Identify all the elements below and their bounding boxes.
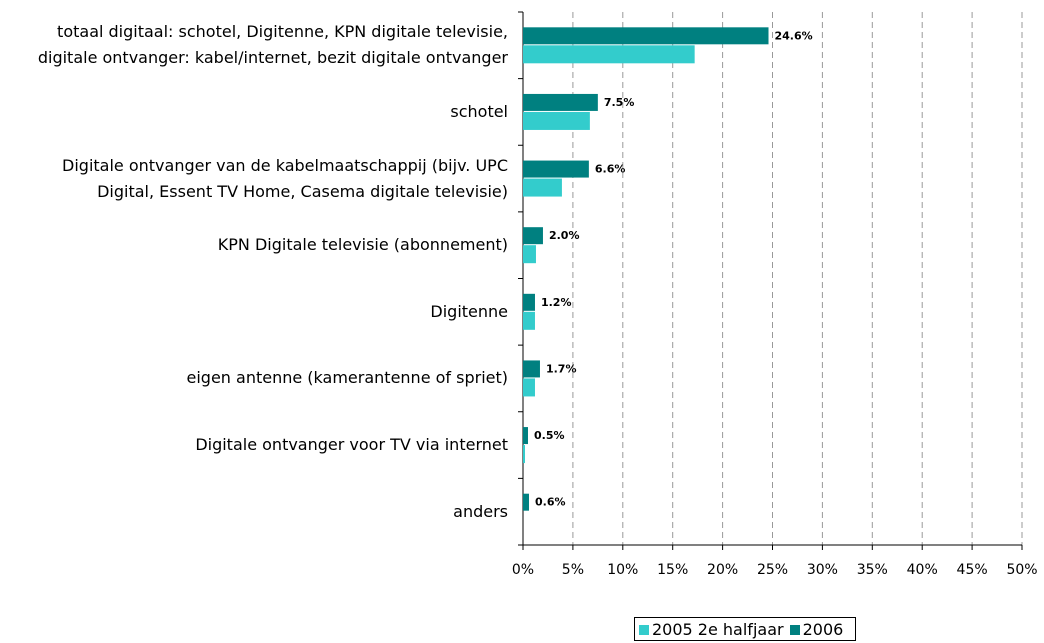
bar	[523, 493, 529, 511]
x-tick-label: 5%	[562, 562, 584, 578]
bar	[523, 378, 535, 397]
legend-label: 2006	[802, 619, 844, 639]
x-tick-label: 25%	[757, 562, 788, 578]
bar	[523, 427, 528, 445]
x-tick-label: 30%	[807, 562, 838, 578]
x-tick-label: 15%	[657, 562, 688, 578]
value-label: 24.6%	[775, 29, 813, 42]
x-tick-label: 40%	[907, 562, 938, 578]
bar	[523, 311, 535, 330]
x-tick-label: 45%	[957, 562, 988, 578]
category-label: anders	[453, 501, 508, 521]
bar	[523, 27, 769, 45]
legend-label: 2005 2e halfjaar	[652, 619, 784, 639]
category-label: Digitale ontvanger van de kabelmaatschap…	[62, 155, 508, 201]
legend-swatch	[789, 624, 800, 635]
bar	[523, 227, 543, 245]
value-label: 1.2%	[541, 296, 572, 309]
bar	[523, 245, 536, 264]
category-label: Digitenne	[430, 301, 508, 321]
category-label: KPN Digitale televisie (abonnement)	[217, 235, 508, 255]
value-label: 6.6%	[595, 163, 626, 176]
category-label: Digitale ontvanger voor TV via internet	[195, 435, 508, 455]
category-label: eigen antenne (kamerantenne of spriet)	[186, 368, 508, 388]
category-label: schotel	[450, 101, 508, 121]
value-label: 1.7%	[546, 362, 577, 375]
x-tick-label: 20%	[707, 562, 738, 578]
legend-item: 2005 2e halfjaar	[639, 620, 784, 639]
x-tick-label: 35%	[857, 562, 888, 578]
x-tick-label: 10%	[607, 562, 638, 578]
legend-item: 2006	[789, 619, 844, 639]
category-label: totaal digitaal: schotel, Digitenne, KPN…	[37, 22, 508, 68]
bar	[523, 93, 598, 111]
x-tick-label: 50%	[1006, 562, 1037, 578]
value-label: 0.5%	[534, 429, 565, 442]
value-label: 7.5%	[604, 96, 635, 109]
bar	[523, 160, 589, 178]
legend-swatch	[639, 624, 649, 635]
bar	[523, 45, 695, 64]
value-label: 2.0%	[549, 229, 580, 242]
bar	[523, 360, 540, 378]
bar	[523, 445, 525, 464]
value-label: 0.6%	[535, 496, 566, 509]
bar	[523, 178, 562, 197]
legend: 2005 2e halfjaar 2006	[634, 617, 856, 641]
x-tick-label: 0%	[512, 562, 534, 578]
bar	[523, 111, 590, 130]
bar	[523, 293, 535, 311]
